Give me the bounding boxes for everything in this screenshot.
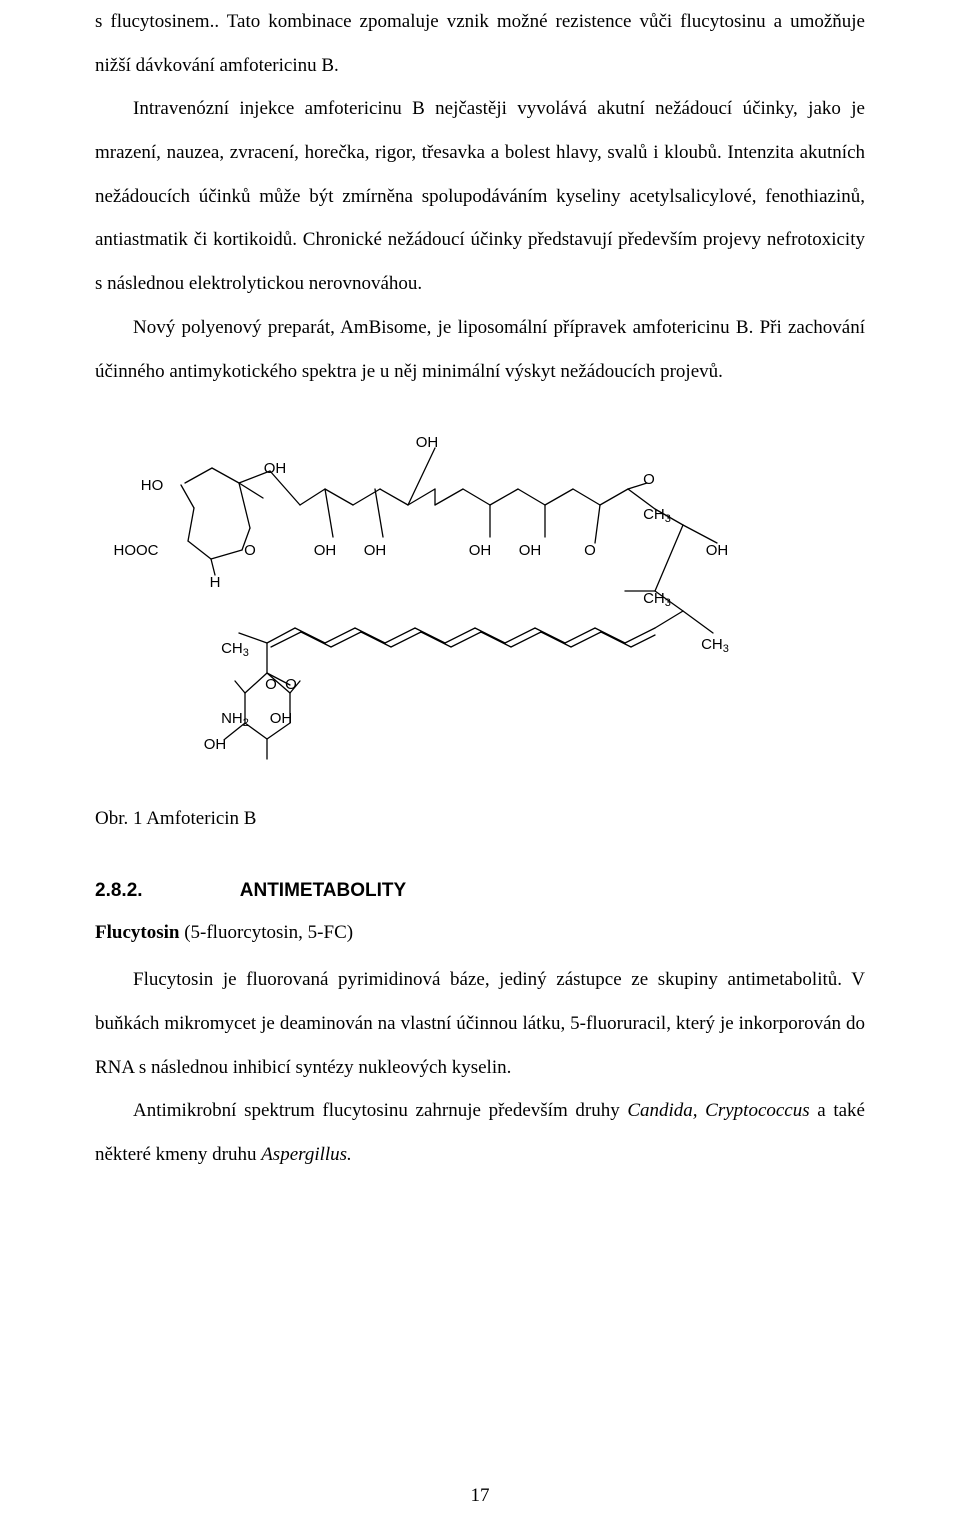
svg-text:O: O <box>244 542 256 559</box>
paragraph-2: Intravenózní injekce amfotericinu B nejč… <box>95 87 865 305</box>
svg-text:OH: OH <box>270 710 293 727</box>
svg-text:CH3: CH3 <box>643 590 671 609</box>
svg-text:CH3: CH3 <box>701 636 729 655</box>
svg-text:OH: OH <box>706 542 729 559</box>
svg-text:OH: OH <box>314 542 337 559</box>
page-number: 17 <box>95 1485 865 1507</box>
paragraph-3: Nový polyenový preparát, AmBisome, je li… <box>95 306 865 393</box>
figure-caption: Obr. 1 Amfotericin B <box>95 808 865 830</box>
svg-text:OH: OH <box>416 434 439 451</box>
svg-text:CH3: CH3 <box>221 640 249 659</box>
paragraph-4: Flucytosin je fluorovaná pyrimidinová bá… <box>95 958 865 1089</box>
figure-amfotericin-b: OHOHHOOHOOCOOHOHOHOHOCH3OHHCH3CH3CH3OONH… <box>95 423 865 783</box>
section-number: 2.8.2. <box>95 880 235 902</box>
svg-text:CH3: CH3 <box>643 506 671 525</box>
chemical-structure-svg: OHOHHOOHOOCOOHOHOHOHOCH3OHHCH3CH3CH3OONH… <box>95 423 755 783</box>
page: s flucytosinem.. Tato kombinace zpomaluj… <box>0 0 960 1537</box>
svg-text:OH: OH <box>469 542 492 559</box>
svg-text:O: O <box>584 542 596 559</box>
compound-name-line: Flucytosin (5-fluorcytosin, 5-FC) <box>95 922 865 944</box>
p5-part-a: Antimikrobní spektrum flucytosinu zahrnu… <box>133 1100 627 1121</box>
section-title: ANTIMETABOLITY <box>240 880 406 901</box>
svg-text:OH: OH <box>364 542 387 559</box>
svg-text:OH: OH <box>204 736 227 753</box>
svg-text:HO: HO <box>141 477 164 494</box>
compound-name-rest: (5-fluorcytosin, 5-FC) <box>179 922 353 943</box>
paragraph-1: s flucytosinem.. Tato kombinace zpomaluj… <box>95 0 865 87</box>
svg-text:O: O <box>643 471 655 488</box>
svg-text:OH: OH <box>264 460 287 477</box>
p5-italic-2: Aspergillus. <box>261 1144 352 1165</box>
svg-text:O: O <box>285 676 297 693</box>
svg-text:HOOC: HOOC <box>114 542 159 559</box>
svg-text:H: H <box>210 574 221 591</box>
compound-name-bold: Flucytosin <box>95 922 179 943</box>
paragraph-5: Antimikrobní spektrum flucytosinu zahrnu… <box>95 1089 865 1176</box>
svg-text:O: O <box>265 676 277 693</box>
p5-italic-1: Candida, Cryptococcus <box>627 1100 809 1121</box>
section-heading: 2.8.2. ANTIMETABOLITY <box>95 880 865 902</box>
svg-text:OH: OH <box>519 542 542 559</box>
